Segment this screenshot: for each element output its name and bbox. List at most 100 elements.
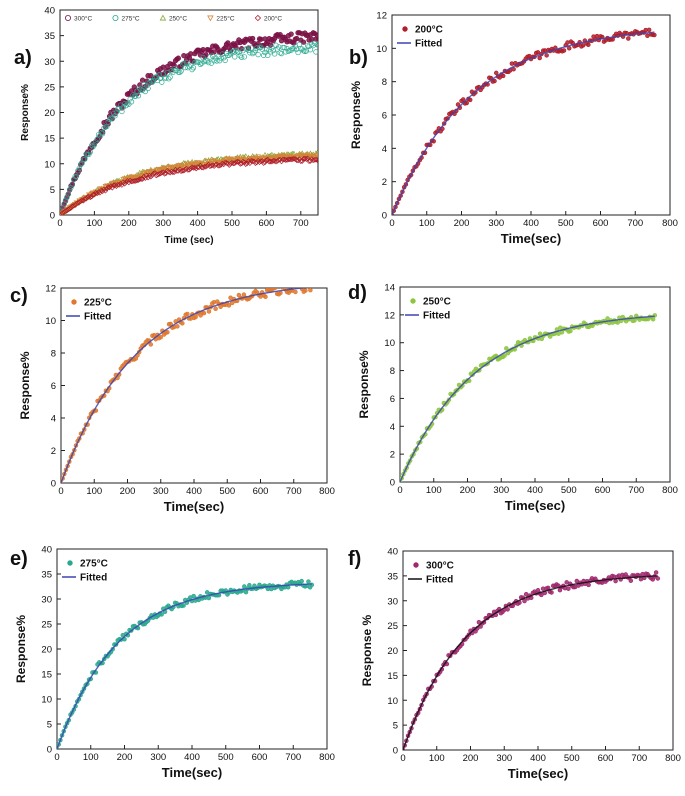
x-tick-label: 600 bbox=[252, 752, 268, 763]
data-point bbox=[566, 46, 572, 51]
data-point bbox=[240, 155, 246, 161]
data-point bbox=[102, 187, 109, 194]
data-point bbox=[183, 59, 190, 66]
data-point bbox=[141, 81, 147, 88]
data-point bbox=[165, 169, 172, 175]
y-tick-label: 4 bbox=[390, 422, 395, 433]
data-point bbox=[260, 52, 267, 59]
panel-letter: a) bbox=[14, 47, 32, 69]
x-axis-label: Time(sec) bbox=[164, 499, 224, 514]
data-point bbox=[157, 75, 164, 82]
data-point bbox=[303, 288, 308, 293]
data-point bbox=[260, 160, 267, 166]
data-point bbox=[227, 156, 234, 162]
data-point bbox=[209, 162, 216, 169]
y-tick-label: 15 bbox=[387, 671, 398, 682]
legend-label: 275°C bbox=[80, 559, 108, 570]
data-point bbox=[200, 164, 206, 171]
data-point bbox=[502, 353, 507, 358]
data-point bbox=[226, 303, 232, 308]
x-tick-label: 800 bbox=[662, 218, 678, 229]
x-tick-label: 100 bbox=[419, 218, 435, 229]
data-point bbox=[175, 55, 181, 61]
x-tick-label: 400 bbox=[530, 753, 546, 764]
data-point bbox=[154, 171, 161, 178]
data-point bbox=[167, 169, 173, 176]
y-tick-label: 12 bbox=[376, 11, 387, 22]
data-point bbox=[139, 87, 146, 93]
y-tick-label: 30 bbox=[44, 57, 55, 68]
y-tick-label: 8 bbox=[382, 77, 387, 88]
data-point bbox=[254, 45, 260, 51]
legend-marker bbox=[67, 560, 73, 566]
legend-label: Fitted bbox=[84, 312, 111, 323]
x-tick-label: 200 bbox=[117, 752, 133, 763]
data-point bbox=[233, 48, 239, 54]
data-point bbox=[206, 595, 212, 601]
data-point bbox=[177, 69, 183, 75]
data-point bbox=[144, 83, 150, 89]
legend-marker bbox=[112, 14, 119, 21]
x-tick-label: 600 bbox=[258, 218, 274, 229]
data-point bbox=[128, 99, 135, 105]
data-point bbox=[284, 157, 290, 163]
data-point bbox=[299, 283, 303, 287]
data-point bbox=[105, 119, 111, 125]
data-point bbox=[127, 96, 133, 102]
data-point bbox=[113, 183, 120, 189]
data-point bbox=[240, 158, 246, 165]
legend-marker bbox=[410, 298, 416, 304]
data-point bbox=[82, 156, 88, 162]
data-point bbox=[467, 97, 473, 103]
fitted-line bbox=[400, 315, 655, 482]
data-point bbox=[288, 31, 294, 37]
x-tick-label: 700 bbox=[628, 485, 644, 496]
x-tick-label: 700 bbox=[293, 218, 309, 229]
fitted-line bbox=[392, 31, 655, 215]
data-point bbox=[252, 160, 259, 166]
y-tick-label: 35 bbox=[387, 571, 398, 582]
data-point bbox=[313, 156, 318, 163]
data-point bbox=[650, 316, 656, 322]
data-point bbox=[69, 203, 76, 210]
x-tick-label: 200 bbox=[460, 485, 476, 496]
y-tick-label: 8 bbox=[51, 349, 56, 360]
data-point bbox=[161, 171, 168, 177]
data-point bbox=[132, 178, 139, 184]
data-point bbox=[288, 156, 294, 163]
data-point bbox=[77, 198, 84, 205]
data-point bbox=[152, 75, 158, 81]
data-point bbox=[142, 88, 148, 95]
y-tick-label: 10 bbox=[387, 696, 398, 707]
y-tick-label: 2 bbox=[51, 446, 56, 457]
y-tick-label: 25 bbox=[44, 82, 55, 93]
y-tick-label: 5 bbox=[393, 721, 398, 732]
data-point bbox=[253, 159, 260, 166]
x-axis-label: Time(sec) bbox=[508, 766, 568, 781]
plot-area bbox=[57, 578, 315, 749]
y-tick-label: 10 bbox=[45, 316, 56, 327]
data-point bbox=[285, 48, 292, 54]
data-point bbox=[191, 161, 198, 168]
y-tick-label: 15 bbox=[44, 134, 55, 145]
data-point bbox=[164, 165, 171, 171]
data-point bbox=[137, 86, 143, 92]
data-point bbox=[122, 101, 128, 107]
data-point bbox=[206, 309, 212, 314]
y-axis-label: Response % bbox=[360, 614, 374, 686]
x-tick-label: 0 bbox=[57, 218, 62, 229]
data-point bbox=[316, 36, 318, 42]
data-point bbox=[159, 612, 164, 617]
data-point bbox=[114, 182, 121, 188]
data-point bbox=[295, 49, 301, 56]
data-point bbox=[537, 331, 543, 336]
data-point bbox=[185, 311, 190, 317]
data-point bbox=[209, 159, 216, 165]
data-point bbox=[219, 51, 226, 57]
data-point bbox=[265, 52, 271, 59]
data-point bbox=[216, 58, 223, 64]
data-point bbox=[305, 288, 309, 289]
legend-label: 300°C bbox=[426, 561, 454, 572]
data-point bbox=[106, 183, 113, 189]
plot-area bbox=[61, 283, 313, 483]
